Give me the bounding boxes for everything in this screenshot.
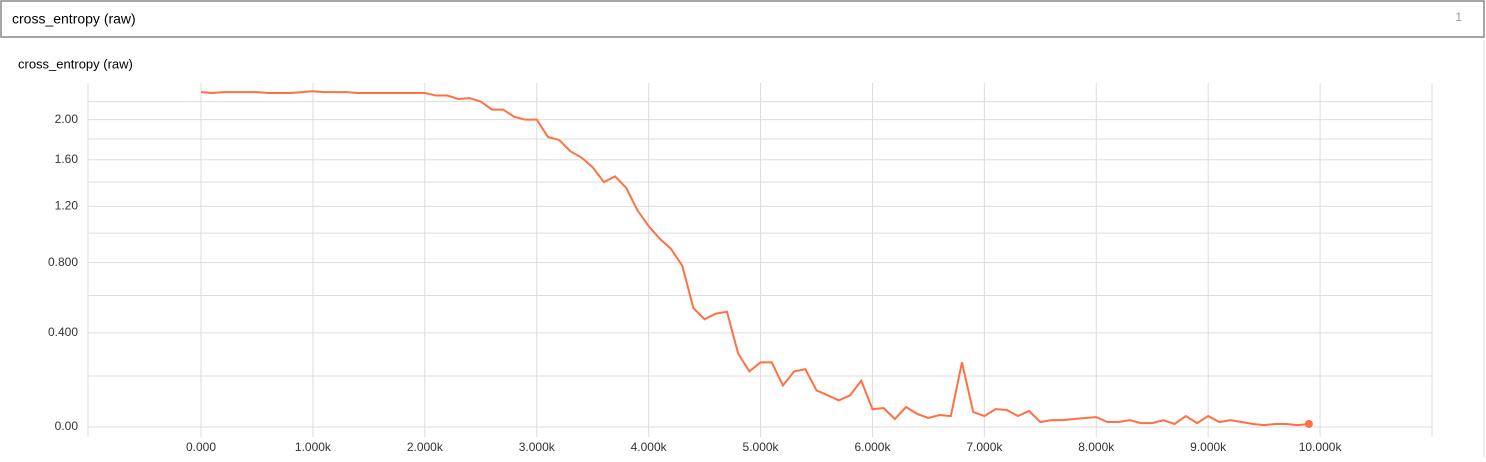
- y-tick-label: 0.00: [55, 419, 79, 433]
- y-tick-label: 0.400: [48, 325, 78, 339]
- x-tick-label: 5.000k: [743, 440, 780, 454]
- x-tick-label: 0.000: [186, 440, 216, 454]
- y-tick-label: 2.00: [55, 112, 79, 126]
- x-tick-label: 1.000k: [295, 440, 332, 454]
- x-tick-label: 8.000k: [1078, 440, 1115, 454]
- x-tick-label: 4.000k: [631, 440, 668, 454]
- x-tick-label: 10.000k: [1299, 440, 1343, 454]
- header-title: cross_entropy (raw): [12, 11, 136, 27]
- x-tick-label: 3.000k: [519, 440, 556, 454]
- y-tick-label: 1.60: [55, 152, 79, 166]
- chart-title: cross_entropy (raw): [18, 56, 133, 71]
- x-tick-label: 2.000k: [407, 440, 444, 454]
- x-tick-label: 6.000k: [854, 440, 891, 454]
- x-tick-label: 7.000k: [966, 440, 1003, 454]
- x-tick-label: 9.000k: [1190, 440, 1227, 454]
- y-tick-label: 0.800: [48, 255, 78, 269]
- line: [200, 90, 1309, 427]
- y-tick-label: 1.20: [55, 199, 79, 213]
- header-count: 1: [1455, 10, 1462, 24]
- header-bar[interactable]: [0, 0, 1485, 38]
- end-point: [1304, 419, 1313, 428]
